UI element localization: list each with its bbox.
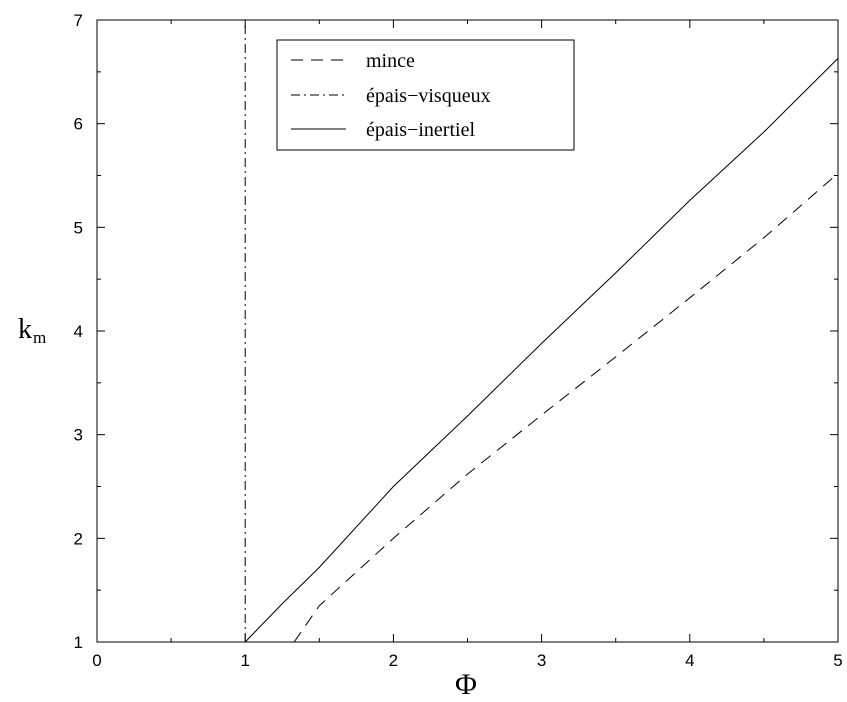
y-tick-label: 7 — [74, 11, 83, 30]
x-tick-label: 2 — [389, 651, 398, 670]
x-tick-label: 5 — [833, 651, 842, 670]
legend-label-mince: mince — [366, 50, 415, 72]
series-line-mince — [293, 173, 839, 643]
y-axis-title-subscript: m — [33, 328, 46, 347]
legend-label-epais-inertiel: épais−inertiel — [366, 119, 475, 141]
y-tick-label: 3 — [74, 426, 83, 445]
x-tick-label: 1 — [240, 651, 249, 670]
x-tick-label: 0 — [92, 651, 101, 670]
y-tick-label: 6 — [74, 115, 83, 134]
x-tick-label: 3 — [537, 651, 546, 670]
legend-box — [276, 39, 575, 151]
y-axis-title: km — [18, 314, 46, 347]
legend: mince épais−visqueux épais−inertiel — [276, 39, 575, 151]
series-line-epais-inertiel — [244, 58, 839, 643]
y-tick-label: 5 — [74, 218, 83, 237]
x-axis-title: Φ — [455, 668, 477, 701]
y-tick-label: 1 — [74, 633, 83, 652]
y-axis-title-main: k — [18, 314, 32, 345]
series-layer — [244, 20, 839, 643]
legend-label-epais-visqueux: épais−visqueux — [366, 85, 491, 107]
x-tick-label: 4 — [685, 651, 694, 670]
y-tick-label: 2 — [74, 529, 83, 548]
y-tick-label: 4 — [74, 322, 83, 341]
